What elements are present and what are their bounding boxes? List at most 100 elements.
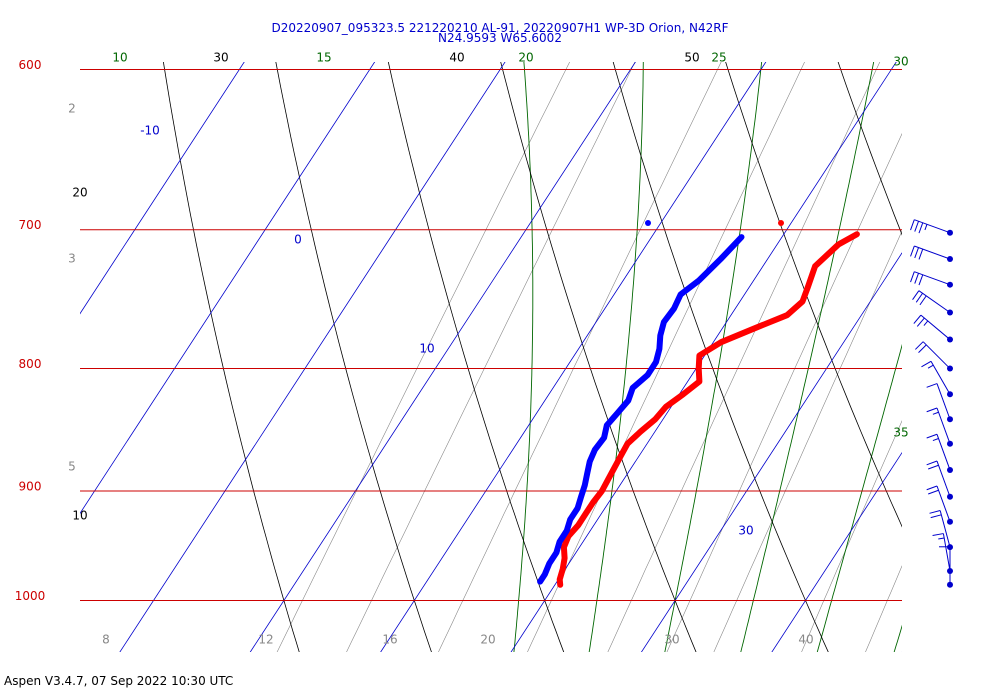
wind-barb-dot [947,336,953,343]
mixing-ratio-line [713,230,902,652]
wind-barb-feather [910,271,915,283]
wind-barb-half-feather [924,224,928,231]
wind-barb-feather [926,433,938,439]
wind-barb-feather [926,485,938,491]
chart-title: D20220907_095323.5 221220210 AL-91, 2022… [271,21,729,35]
wind-barb [926,433,953,473]
isotherm-line [380,62,767,652]
wind-barb-feather [916,317,925,327]
dry-adiabat-label: 20 [72,186,87,200]
wind-barb-staff [936,407,951,444]
dry-adiabat-line [927,0,1000,681]
wind-barb-dot [947,416,953,423]
dewpoint-profile-line [537,234,745,585]
isotherm-line [249,62,636,652]
mixing-ratio-line [527,62,805,652]
isotherm-label: 0 [294,233,302,247]
moist-adiabat-line [588,62,644,652]
wind-barb [921,360,953,398]
wind-barb-half-feather [927,364,934,369]
wind-barb [926,485,953,525]
wind-barb [939,546,953,588]
wind-barb-staff [930,361,951,395]
wind-barb-feather [915,292,923,303]
wind-barb-feather [918,222,924,234]
mixing-ratio-label: 20 [480,633,495,647]
wind-barb-dot [947,518,953,525]
mixing-ratio-line [438,62,722,652]
wind-barb-dot [947,309,953,316]
pressure-label: 800 [19,357,42,371]
pressure-label: 700 [19,218,42,232]
chart-subtitle: N24.9593 W65.6002 [438,31,562,45]
moist-adiabat-line [816,343,902,652]
wind-barb-dot [947,440,953,447]
wind-barb-dot [947,391,953,398]
mixing-ratio-line [607,62,881,652]
footer-text: Aspen V3.4.7, 07 Sep 2022 10:30 UTC [4,674,234,688]
wind-barb [910,219,953,236]
mixing-ratio-line [276,62,571,652]
dry-adiabat-line [500,62,697,652]
mixing-ratio-line [801,420,902,652]
mixing-ratio-label: 3 [68,252,76,266]
wind-barb-feather [910,245,915,257]
wind-barb-dot [947,256,953,263]
mixing-ratio-line [666,133,902,652]
wind-barb-staff [936,383,951,420]
wind-barb-dot [947,466,953,473]
wind-barb-feather [919,295,927,306]
moist-adiabat-label: 20 [518,51,533,65]
wind-barb-feather [914,247,919,259]
wind-barb-half-feather [923,320,929,326]
wind-barb [913,314,953,343]
dry-adiabat-label: 40 [449,51,464,65]
isotherm-label: 10 [419,342,434,356]
dewpoint-top-point [645,220,651,226]
mixing-ratio-label: 5 [68,460,76,474]
wind-barb-staff [914,219,951,234]
wind-barb-feather [914,341,924,350]
wind-barb [929,509,953,551]
wind-barb-feather [930,514,942,519]
wind-barb [926,383,953,423]
temperature-profile-line [556,231,860,588]
moist-adiabat-label: 15 [316,51,331,65]
dry-adiabat-line [275,62,432,652]
mixing-ratio-line [346,62,636,652]
wind-barb [926,407,953,447]
wind-barb-feather [928,489,939,495]
moist-adiabat-label: 35 [893,426,908,440]
wind-barb-half-feather [932,411,939,415]
wind-barb-feather [921,360,932,368]
pressure-label: 900 [19,479,42,493]
temperature-top-point [778,220,784,226]
pressure-label: 1000 [15,589,46,603]
moist-adiabat-label: 30 [893,55,908,69]
wind-barb-feather [914,221,919,232]
wind-barb-feather [914,273,919,284]
mixing-ratio-line [865,565,902,652]
wind-barb [914,341,953,372]
dry-adiabat-line [725,62,902,528]
moist-adiabat-line [664,62,763,652]
wind-barb-staff [942,533,951,572]
dry-adiabat-label: 50 [684,51,699,65]
wind-barb-feather [926,383,938,388]
dry-adiabat-line [162,62,300,652]
wind-barb-staff [936,460,951,497]
wind-barb-staff [936,485,951,522]
wind-barb-feather [932,533,944,536]
wind-barb-dot [947,581,953,588]
wind-barb [926,460,953,500]
wind-barb-feather [912,290,920,300]
moist-adiabat-label: 10 [112,51,127,65]
wind-barb [912,290,953,316]
mixing-ratio-label: 30 [664,633,679,647]
wind-barb-feather [918,274,924,286]
wind-barb-feather [918,344,927,353]
moist-adiabat-line [513,62,534,652]
wind-barb-dot [947,281,953,288]
isotherm-line [901,651,902,652]
